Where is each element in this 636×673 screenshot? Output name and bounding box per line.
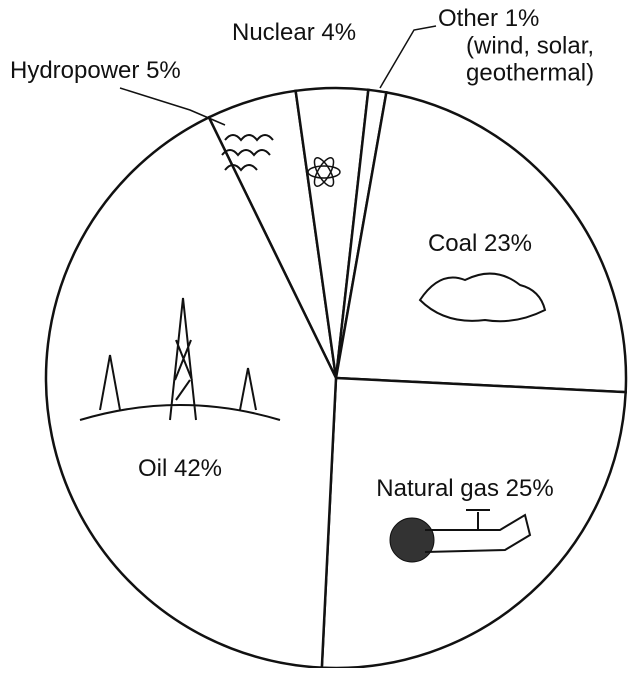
slice-value: 4% <box>321 19 356 46</box>
gas-icon <box>390 518 434 562</box>
leader-line <box>380 26 436 88</box>
slice-label: Oil 42% <box>138 455 222 482</box>
slice-name: Nuclear <box>232 19 315 46</box>
pie-slice <box>322 378 626 668</box>
slice-name: Oil <box>138 455 167 482</box>
slice-name: Coal <box>428 230 477 257</box>
slice-label: Natural gas 25% <box>376 475 553 502</box>
slice-label: Coal 23% <box>428 230 532 257</box>
slice-label: Nuclear 4% <box>232 19 356 46</box>
slice-name: Hydropower <box>10 57 139 84</box>
slice-value: 25% <box>506 475 554 502</box>
slice-label: Hydropower 5% <box>10 57 181 84</box>
slice-note: geothermal) <box>466 59 594 86</box>
slice-value: 42% <box>174 455 222 482</box>
slice-name: Natural gas <box>376 475 499 502</box>
slice-value: 1% <box>505 5 540 32</box>
slice-name: Other <box>438 5 498 32</box>
slice-note: (wind, solar, <box>466 32 594 59</box>
slice-label: Other 1% <box>438 5 539 32</box>
page: {"chart_data": {"type": "pie", "categori… <box>0 0 636 668</box>
slice-value: 23% <box>484 230 532 257</box>
chart: Hydropower 5% Nuclear 4% Other 1% Coal 23% N… <box>0 0 636 668</box>
slice-value: 5% <box>146 57 181 84</box>
